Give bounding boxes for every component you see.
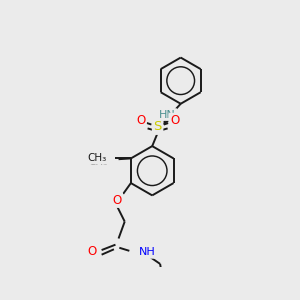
Text: O: O [88,245,97,258]
Text: O: O [136,114,145,127]
Text: O: O [112,194,122,206]
Text: O: O [170,114,179,127]
Text: S: S [153,120,162,134]
Text: HN: HN [159,110,176,119]
Text: CH₃: CH₃ [87,153,106,164]
Text: NH: NH [139,248,155,257]
Text: CH₃: CH₃ [88,157,108,167]
